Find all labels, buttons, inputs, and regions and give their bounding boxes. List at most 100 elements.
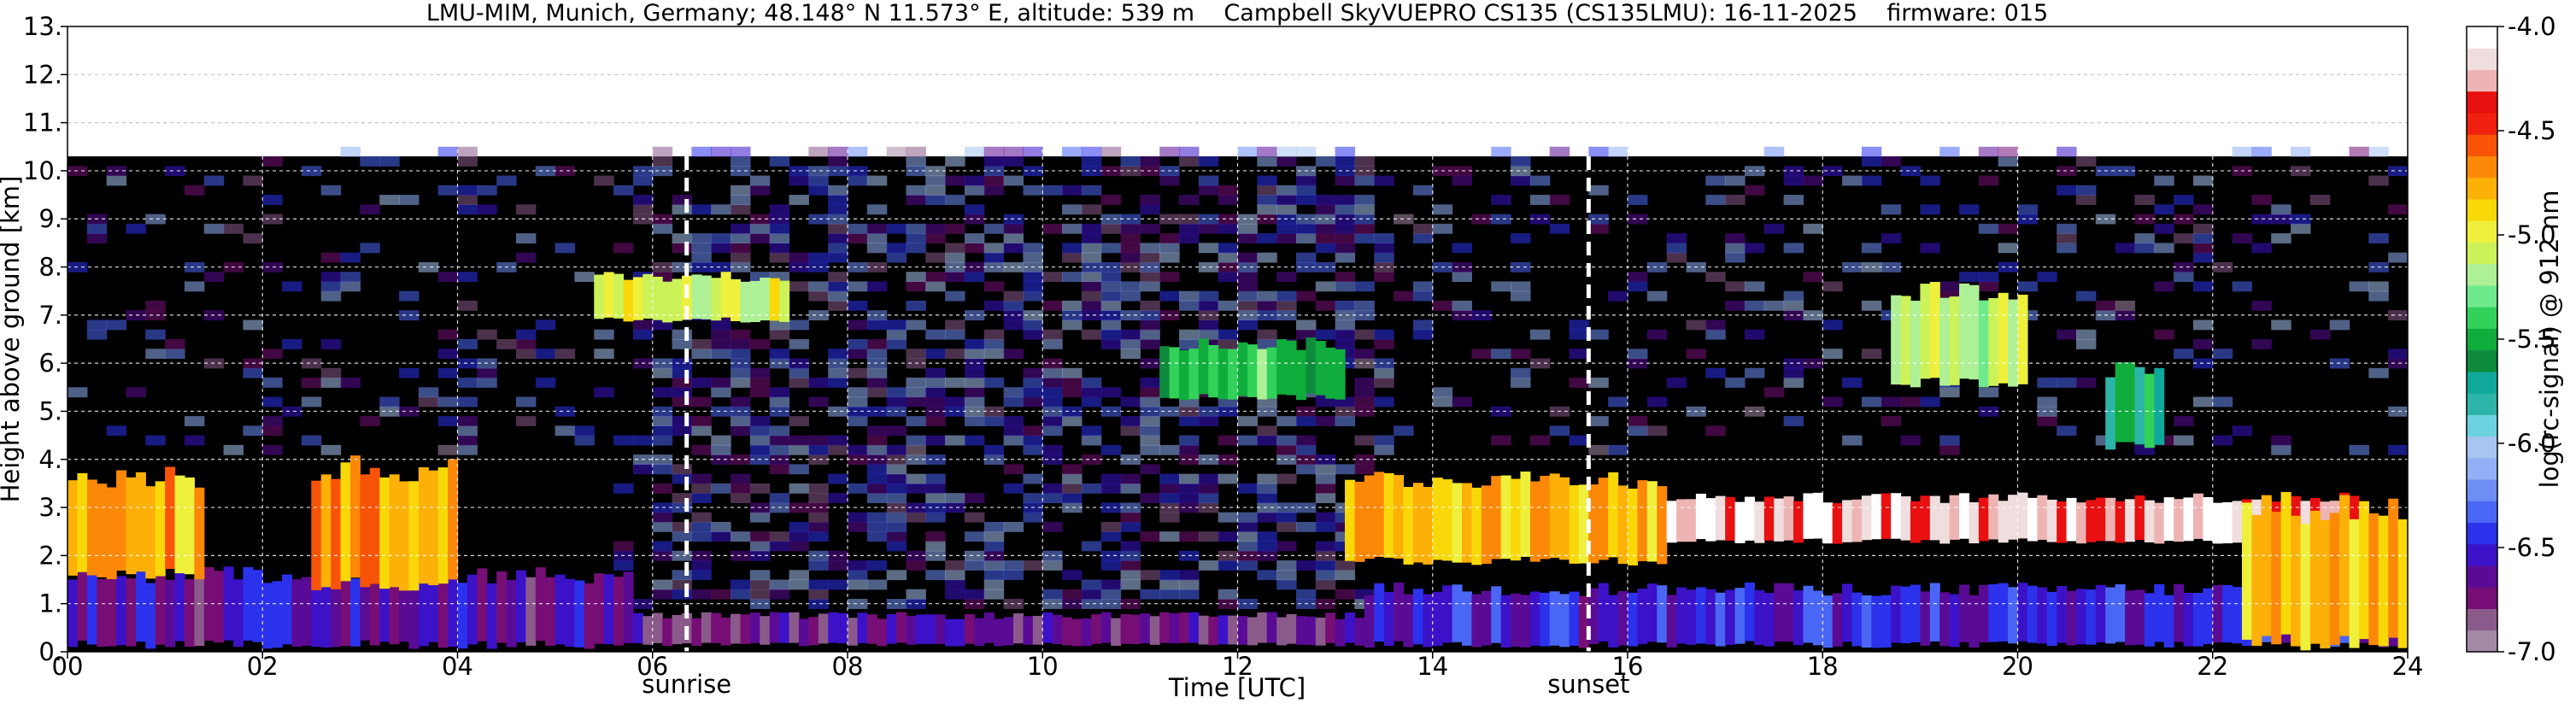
noise-cell — [1140, 531, 1160, 542]
colorbar-tick-label: -6.5 — [2508, 533, 2556, 562]
heatmap-cell — [428, 570, 439, 642]
noise-cell — [496, 339, 517, 349]
heatmap-cell — [1666, 595, 1677, 647]
noise-cell — [1042, 367, 1063, 378]
noise-cell — [1140, 195, 1160, 205]
noise-cell — [1881, 233, 1902, 243]
noise-cell — [1588, 444, 1609, 455]
heatmap-cell — [1374, 472, 1385, 558]
noise-cell — [457, 185, 478, 196]
noise-cell — [1978, 146, 1999, 157]
noise-cell — [1023, 560, 1043, 571]
heatmap-cell — [2154, 583, 2165, 642]
noise-cell — [574, 425, 595, 437]
noise-cell — [1608, 396, 1628, 407]
noise-cell — [1140, 444, 1160, 455]
noise-cell — [86, 329, 108, 340]
noise-cell — [964, 310, 985, 321]
heatmap-cell — [2163, 497, 2174, 542]
heatmap-cell — [1364, 475, 1375, 560]
noise-cell — [1081, 156, 1102, 167]
noise-cell — [1140, 329, 1160, 340]
noise-cell — [1062, 272, 1083, 283]
heatmap-cell — [1812, 492, 1823, 539]
noise-cell — [1062, 483, 1083, 494]
noise-cell — [1237, 310, 1258, 321]
noise-cell — [2232, 281, 2252, 292]
noise-cell — [828, 435, 848, 446]
noise-cell — [828, 358, 848, 369]
heatmap-cell — [1851, 499, 1863, 542]
noise-cell — [1218, 261, 1239, 272]
noise-cell — [574, 272, 595, 283]
noise-cell — [886, 473, 907, 484]
noise-cell — [1315, 416, 1336, 426]
noise-cell — [672, 493, 692, 504]
heatmap-cell — [1023, 616, 1034, 645]
heatmap-cell — [1247, 344, 1258, 397]
noise-cell — [2057, 378, 2077, 388]
noise-cell — [1140, 319, 1160, 331]
heatmap-cell — [1861, 595, 1872, 648]
noise-cell — [964, 272, 985, 283]
noise-cell — [243, 233, 263, 243]
heatmap-cell — [2183, 497, 2194, 542]
noise-cell — [1354, 204, 1375, 215]
noise-cell — [1062, 252, 1083, 263]
noise-cell — [1881, 396, 1902, 407]
noise-cell — [886, 319, 907, 331]
noise-cell — [165, 339, 185, 349]
heatmap-cell — [691, 618, 702, 647]
noise-cell — [1100, 444, 1122, 455]
heatmap-cell — [262, 583, 273, 649]
noise-cell — [1315, 570, 1336, 581]
noise-cell — [906, 473, 926, 484]
noise-cell — [1003, 464, 1024, 475]
noise-cell — [1042, 425, 1063, 437]
heatmap-cell — [2232, 587, 2243, 644]
noise-cell — [1179, 435, 1200, 446]
noise-cell — [1257, 195, 1277, 205]
noise-cell — [1861, 146, 1882, 157]
noise-cell — [2134, 214, 2155, 225]
noise-cell — [964, 493, 985, 504]
noise-cell — [2388, 444, 2408, 455]
heatmap-cell — [2027, 585, 2038, 643]
heatmap-cell — [1071, 618, 1083, 647]
heatmap-cell — [2163, 595, 2174, 648]
noise-cell — [1100, 281, 1122, 292]
noise-cell — [1491, 435, 1511, 446]
noise-cell — [2271, 214, 2291, 225]
heatmap-cell — [1657, 585, 1668, 643]
noise-cell — [1023, 243, 1043, 254]
noise-cell — [1100, 243, 1122, 254]
noise-cell — [1237, 281, 1258, 292]
heatmap-cell — [174, 568, 185, 642]
heatmap-cell — [1569, 485, 1580, 564]
noise-cell — [1120, 281, 1141, 292]
noise-cell — [2154, 329, 2174, 340]
heatmap-cell — [331, 478, 342, 590]
noise-cell — [652, 416, 673, 426]
noise-cell — [1881, 204, 1902, 215]
noise-cell — [731, 204, 751, 215]
noise-cell — [925, 396, 946, 407]
noise-cell — [1511, 378, 1531, 388]
heatmap-cell — [2192, 593, 2203, 647]
heatmap-cell — [1208, 617, 1219, 646]
noise-cell — [731, 185, 751, 196]
noise-cell — [1257, 531, 1277, 542]
noise-cell — [1237, 214, 1258, 225]
noise-cell — [1998, 261, 2019, 272]
heatmap-cell — [613, 577, 625, 646]
noise-cell — [1120, 223, 1141, 234]
noise-cell — [555, 349, 576, 360]
heatmap-cell — [1159, 612, 1171, 643]
noise-cell — [1744, 406, 1765, 417]
heatmap-cell — [496, 571, 508, 643]
noise-cell — [223, 444, 244, 455]
noise-cell — [866, 473, 888, 484]
heatmap-cell — [389, 474, 400, 588]
noise-cell — [2115, 243, 2136, 254]
heatmap-cell — [1471, 594, 1482, 647]
